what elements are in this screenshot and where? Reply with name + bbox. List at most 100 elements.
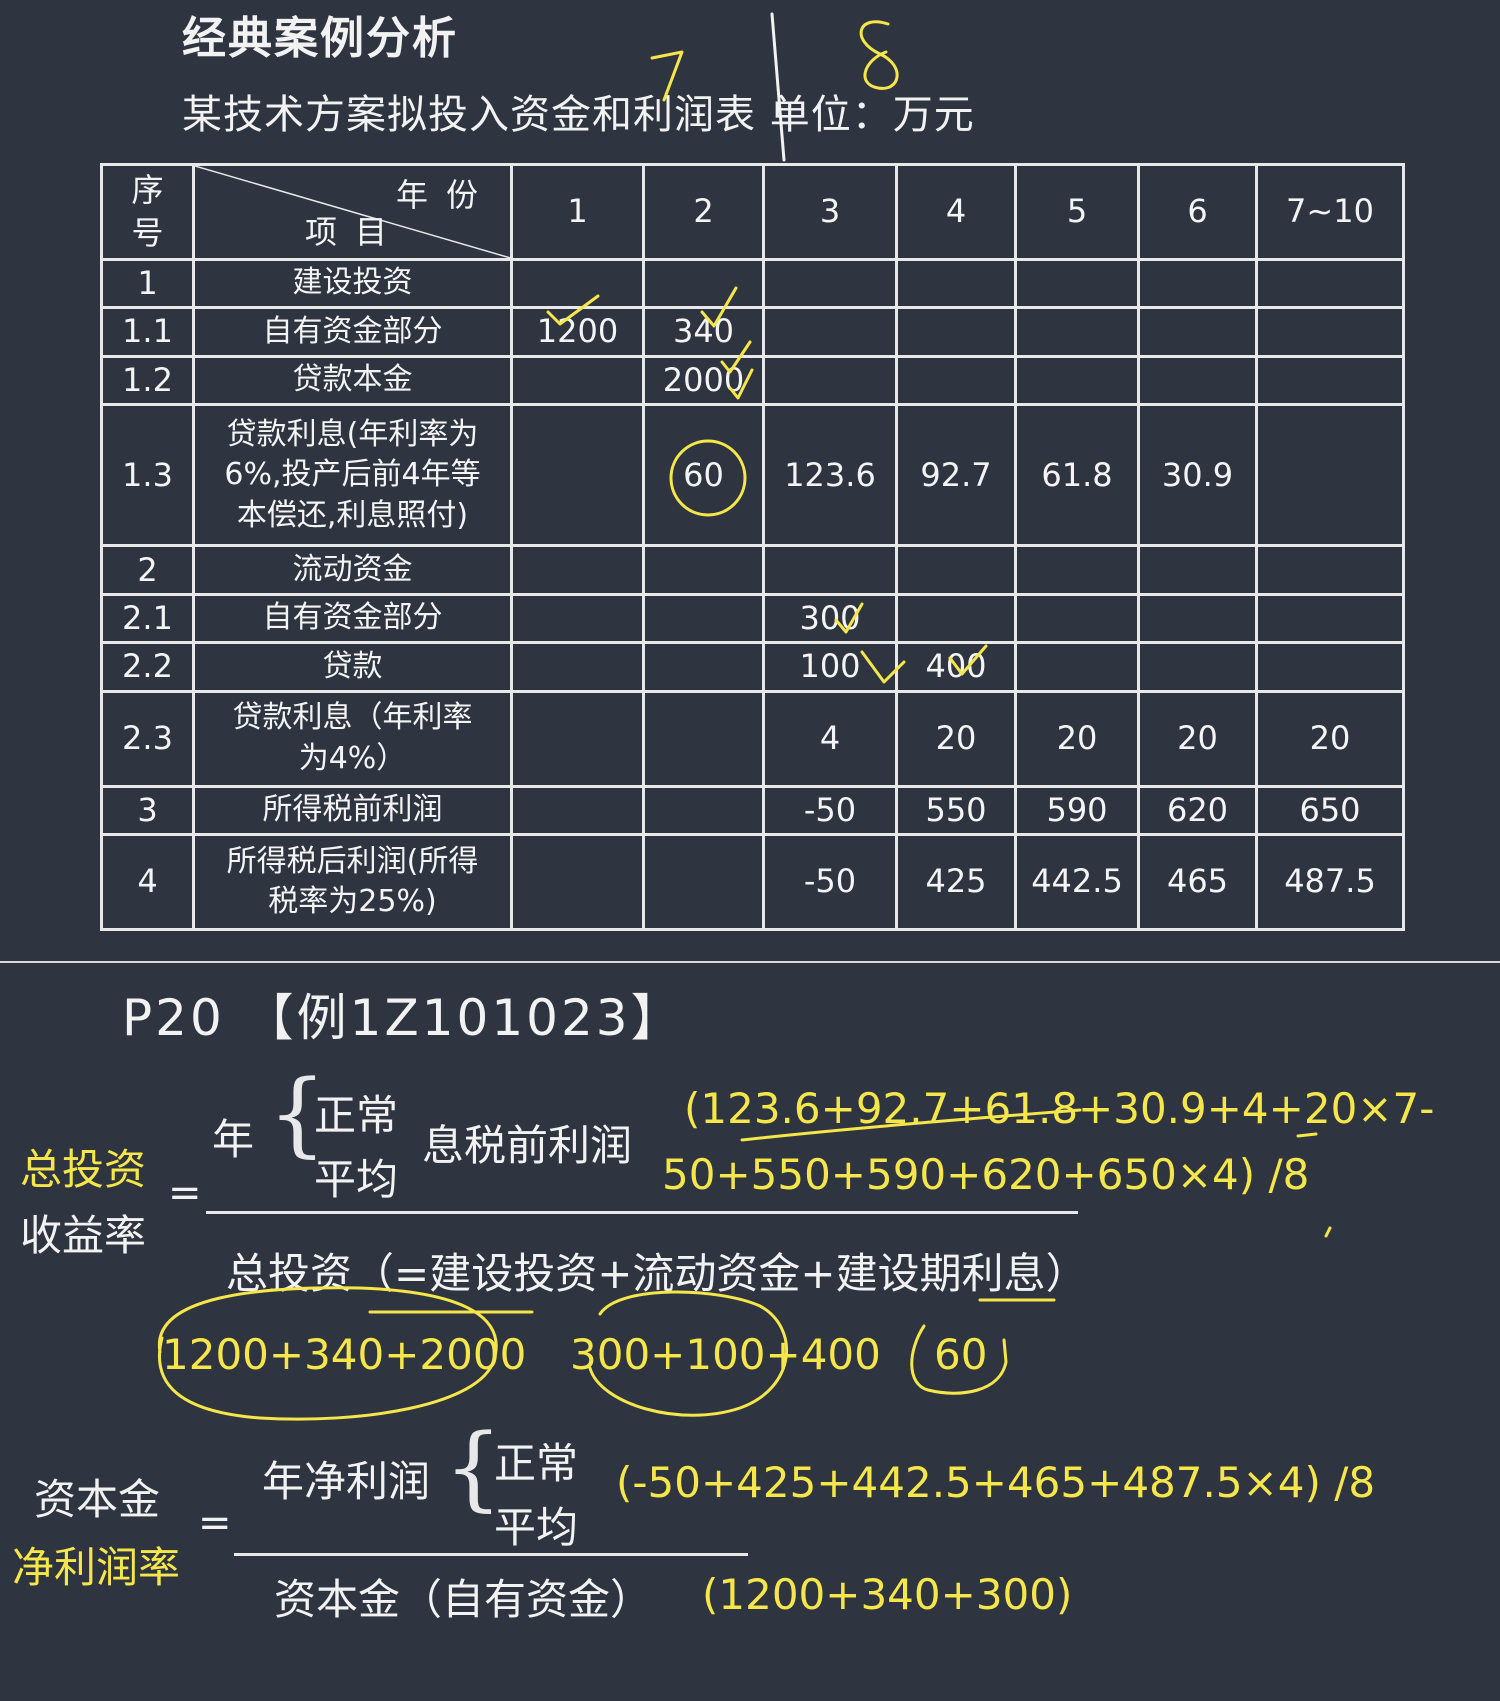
- row-value: [1255, 306, 1405, 358]
- year-col-2: 2: [642, 163, 765, 261]
- net-profit-calc: (-50+425+442.5+465+487.5×4) /8: [616, 1458, 1376, 1507]
- row-value: -50: [762, 784, 898, 837]
- fraction-bar-1: [206, 1211, 1078, 1214]
- row-value: 30.9: [1137, 403, 1258, 548]
- row-value: 300: [762, 592, 898, 645]
- row-value: 60: [642, 403, 765, 548]
- row-value: [1137, 544, 1258, 596]
- row-value: [1014, 544, 1140, 596]
- row-value: [1255, 403, 1405, 548]
- table-row: 1 建设投资: [100, 257, 1405, 310]
- numerator-net-profit: 年净利润: [262, 1457, 431, 1506]
- row-item: 自有资金部分: [192, 592, 513, 645]
- table-row: 1.2 贷款本金 2000: [100, 354, 1405, 407]
- left-brace-icon: {: [268, 1060, 327, 1167]
- table-row: 1.1 自有资金部分 1200 340: [100, 306, 1405, 358]
- table-caption: 某技术方案拟投入资金和利润表 单位：万元: [182, 92, 975, 138]
- row-value: [895, 306, 1017, 358]
- row-value: [642, 544, 765, 596]
- option-normal: 正常: [314, 1091, 399, 1140]
- row-value: [1255, 354, 1405, 407]
- year-col-7-10: 7~10: [1255, 163, 1405, 261]
- row-value: [642, 784, 765, 837]
- total-roi-label-line2: 收益率: [20, 1211, 147, 1260]
- row-value: [642, 833, 765, 931]
- row-value: [510, 257, 645, 310]
- row-value: [510, 544, 645, 596]
- row-value: [762, 544, 898, 596]
- row-value: [895, 354, 1017, 407]
- row-value: [762, 354, 898, 407]
- table-row: 1.3 贷款利息(年利率为6%,投产后前4年等本偿还,利息照付) 60 123.6…: [100, 403, 1405, 548]
- page-title: 经典案例分析: [182, 13, 458, 64]
- row-value: 4: [762, 689, 898, 788]
- row-value: 620: [1137, 784, 1258, 837]
- row-item: 贷款: [192, 641, 513, 693]
- equals-sign-1: =: [168, 1170, 202, 1216]
- row-value: 340: [642, 306, 765, 358]
- row-value: [1137, 592, 1258, 645]
- row-item: 贷款利息(年利率为6%,投产后前4年等本偿还,利息照付): [192, 403, 513, 548]
- row-value: [510, 833, 645, 931]
- denominator-equity: 资本金（自有资金）: [274, 1575, 653, 1624]
- row-value: [510, 641, 645, 693]
- row-value: [1014, 592, 1140, 645]
- left-brace-icon: {: [444, 1414, 503, 1521]
- row-item: 所得税前利润: [192, 784, 513, 837]
- row-seq: 1.2: [100, 354, 195, 407]
- investment-profit-table: 序 号 年份 项目 1 2 3 4 5 6 7~10 1 建设投资 1.1 自有…: [100, 163, 1405, 931]
- table-row: 2.2 贷款 100 400: [100, 641, 1405, 693]
- equity-npm-label-line2: 净利润率: [12, 1543, 181, 1592]
- row-value: 650: [1255, 784, 1405, 837]
- row-value: 61.8: [1014, 403, 1140, 548]
- row-value: 20: [1255, 689, 1405, 788]
- year-col-1: 1: [510, 163, 645, 261]
- diagonal-line: [195, 166, 510, 258]
- row-seq: 1.3: [100, 403, 195, 548]
- row-value: [1255, 257, 1405, 310]
- numerator-ebit: 息税前利润: [422, 1121, 633, 1170]
- row-value: 400: [895, 641, 1017, 693]
- row-value: [510, 592, 645, 645]
- row-value: 442.5: [1014, 833, 1140, 931]
- row-value: -50: [762, 833, 898, 931]
- row-value: 487.5: [1255, 833, 1405, 931]
- denominator-total-investment: 总投资（=建设投资+流动资金+建设期利息）: [226, 1249, 1088, 1298]
- year-col-6: 6: [1137, 163, 1258, 261]
- equity-npm-label-line1: 资本金: [34, 1475, 161, 1524]
- ebit-calc-line2: 50+550+590+620+650×4) /8: [662, 1150, 1310, 1199]
- diagonal-header-cell: 年份 项目: [192, 163, 513, 261]
- row-value: [895, 544, 1017, 596]
- row-item: 建设投资: [192, 257, 513, 310]
- table-row: 4 所得税后利润(所得税率为25%) -50 425 442.5 465 487.5: [100, 833, 1405, 931]
- item-label: 项目: [305, 212, 406, 251]
- row-value: [642, 689, 765, 788]
- year-col-4: 4: [895, 163, 1017, 261]
- fraction-bar-2: [234, 1553, 748, 1556]
- row-value: [642, 257, 765, 310]
- row-seq: 1.1: [100, 306, 195, 358]
- row-value: 20: [1014, 689, 1140, 788]
- row-item: 所得税后利润(所得税率为25%): [192, 833, 513, 931]
- row-seq: 2.3: [100, 689, 195, 788]
- row-value: 20: [895, 689, 1017, 788]
- row-item: 流动资金: [192, 544, 513, 596]
- row-value: [762, 257, 898, 310]
- row-seq: 2.1: [100, 592, 195, 645]
- table-row: 3 所得税前利润 -50 550 590 620 650: [100, 784, 1405, 837]
- row-value: [1255, 544, 1405, 596]
- working-capital-sum: 300+100+400: [570, 1330, 881, 1379]
- seq-header-bottom: 号: [131, 213, 164, 252]
- row-seq: 2: [100, 544, 195, 596]
- row-value: [642, 592, 765, 645]
- row-value: [510, 784, 645, 837]
- row-value: [895, 257, 1017, 310]
- section-divider: [0, 961, 1500, 963]
- year-col-5: 5: [1014, 163, 1140, 261]
- year-prefix: 年: [212, 1115, 255, 1164]
- row-value: 1200: [510, 306, 645, 358]
- row-value: [1014, 354, 1140, 407]
- row-value: 123.6: [762, 403, 898, 548]
- row-value: [510, 403, 645, 548]
- table-row: 2.1 自有资金部分 300: [100, 592, 1405, 645]
